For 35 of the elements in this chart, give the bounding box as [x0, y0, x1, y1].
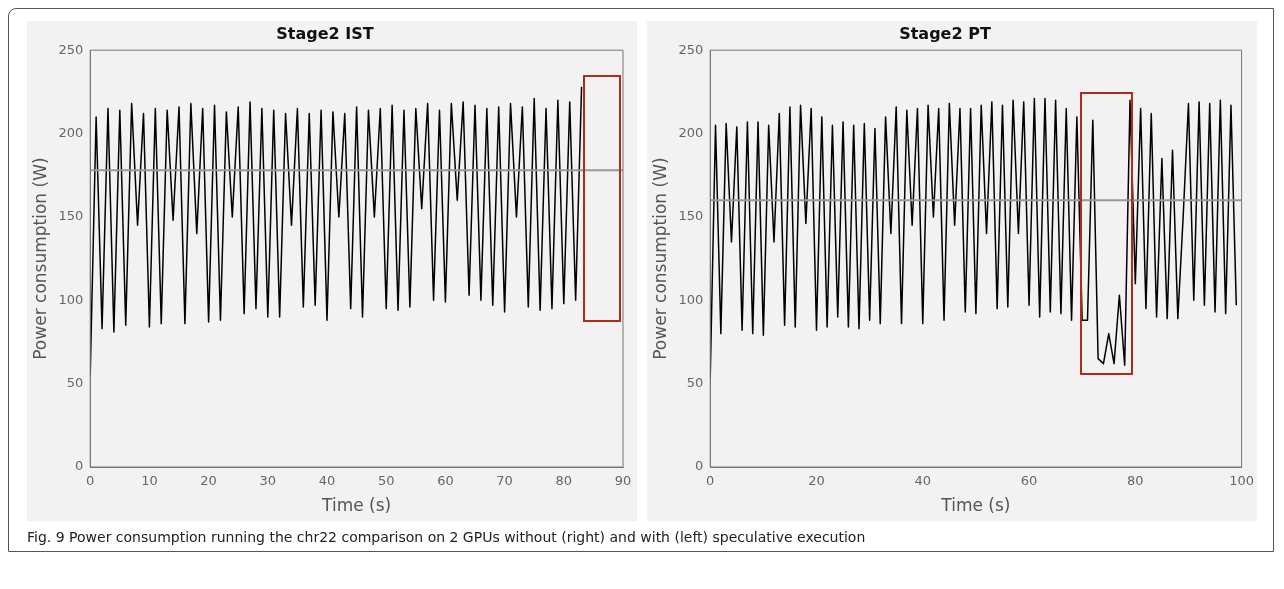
y-tick-label: 0 — [74, 458, 84, 474]
x-tick-label: 80 — [555, 473, 573, 489]
x-tick-label: 0 — [86, 473, 95, 489]
y-tick-label: 200 — [58, 124, 84, 140]
y-tick-label: 100 — [678, 291, 704, 307]
x-tick-label: 90 — [614, 473, 632, 489]
x-tick-label: 40 — [318, 473, 336, 489]
y-tick-label: 0 — [694, 458, 704, 474]
y-axis-title: Power consumption (W) — [29, 157, 50, 360]
x-tick-label: 40 — [914, 473, 932, 489]
chart-title: Stage2 IST — [276, 23, 374, 43]
x-axis-title: Time (s) — [321, 495, 392, 516]
x-tick-label: 60 — [437, 473, 454, 489]
y-tick-label: 50 — [66, 375, 84, 391]
x-tick-label: 60 — [1020, 473, 1038, 489]
chart-title: Stage2 PT — [899, 23, 991, 43]
x-tick-label: 0 — [706, 473, 715, 489]
y-axis-title: Power consumption (W) — [649, 157, 670, 360]
x-tick-label: 20 — [200, 473, 217, 489]
y-tick-label: 150 — [58, 208, 84, 224]
x-tick-label: 70 — [496, 473, 513, 489]
y-tick-label: 250 — [58, 41, 84, 57]
x-tick-label: 10 — [141, 473, 158, 489]
caption: Fig. 9 Power consumption running the chr22 comparison on 2 GPUs without (right) and with (left) speculative execution — [27, 529, 867, 545]
y-tick-label: 150 — [678, 208, 704, 224]
x-tick-label: 80 — [1127, 473, 1144, 489]
y-tick-label: 200 — [678, 124, 704, 140]
y-tick-label: 100 — [58, 291, 84, 307]
x-tick-label: 50 — [377, 473, 395, 489]
x-tick-label: 20 — [808, 473, 825, 489]
x-tick-label: 100 — [1229, 473, 1255, 489]
x-tick-label: 30 — [259, 473, 277, 489]
x-axis-title: Time (s) — [940, 495, 1011, 516]
y-tick-label: 250 — [678, 41, 704, 57]
y-tick-label: 50 — [686, 375, 704, 391]
